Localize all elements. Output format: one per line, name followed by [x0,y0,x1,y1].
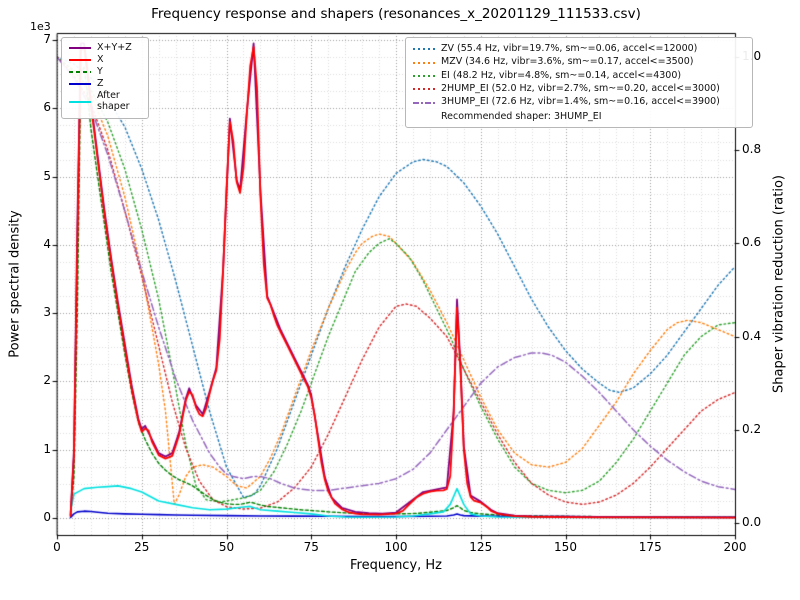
legend-entry-label: Z [97,77,104,89]
y-left-tick-label: 2 [43,373,51,388]
y-left-tick-label: 6 [43,100,51,115]
y-left-tick-label: 7 [43,32,51,46]
y-left-tick-label: 3 [43,305,51,320]
y-left-tick-label: 1 [43,441,51,456]
legend-line-sample-icon [69,47,91,50]
y-right-tick-label: 0.8 [742,142,762,157]
legend-entry-label: 2HUMP_EI (52.0 Hz, vibr=2.7%, sm~=0.20, … [441,83,720,95]
legend-entry-label: X+Y+Z [97,42,132,53]
x-tick-label: 100 [384,540,408,554]
x-tick-label: 50 [218,540,235,554]
legend-entry-label: Y [97,65,103,77]
y-axis-offset-text: 1e3 [30,20,51,33]
x-tick-label: 175 [638,540,662,554]
y-right-tick-label: 0.6 [742,235,762,250]
x-tick-label: 125 [469,540,493,554]
legend-entry: 2HUMP_EI (52.0 Hz, vibr=2.7%, sm~=0.20, … [413,83,745,95]
y-left-tick-label: 0 [43,510,51,524]
legend-line-sample-icon [69,71,91,74]
legend-entry: After shaper [69,89,141,113]
legend-entry-label: MZV (34.6 Hz, vibr=3.6%, sm~=0.17, accel… [441,56,694,68]
legend-line-sample-icon [69,83,91,86]
y-right-tick-label: 0.4 [742,328,762,343]
y-right-tick-label: 0.0 [742,515,762,529]
legend-line-sample-icon [413,88,435,91]
x-tick-label: 0 [53,540,61,554]
x-tick-label: 75 [303,540,319,554]
x-tick-label: 25 [134,540,150,554]
y-axis-label-left: Power spectral density [7,210,23,358]
y-right-tick-label: 0.2 [742,421,762,436]
y-axis-label-right: Shaper vibration reduction (ratio) [771,175,787,393]
legend-line-sample-icon [413,61,435,64]
legend-line-sample-icon [413,48,435,51]
legend-entry: Z [69,77,141,90]
legend-entry: MZV (34.6 Hz, vibr=3.6%, sm~=0.17, accel… [413,56,745,68]
legend-entry: X+Y+Z [69,42,141,54]
legend-psd: X+Y+Z X Y Z After shaper [61,37,149,119]
legend-entry: EI (48.2 Hz, vibr=4.8%, sm~=0.14, accel<… [413,70,745,82]
legend-entry-label: X [97,53,104,65]
x-tick-label: 150 [554,540,577,554]
legend-shapers: ZV (55.4 Hz, vibr=19.7%, sm~=0.06, accel… [405,37,753,129]
legend-entry: 3HUMP_EI (72.6 Hz, vibr=1.4%, sm~=0.16, … [413,96,745,108]
legend-entry-label: EI (48.2 Hz, vibr=4.8%, sm~=0.14, accel<… [441,69,682,81]
legend-entry: ZV (55.4 Hz, vibr=19.7%, sm~=0.06, accel… [413,43,745,55]
legend-entry: X [69,53,141,66]
x-axis-label: Frequency, Hz [349,558,443,573]
x-tick-label: 200 [723,540,747,554]
legend-line-sample-icon [413,74,435,77]
y-left-tick-label: 4 [43,236,51,251]
legend-entry-label: After shaper [97,89,130,112]
legend-entry-label: ZV (55.4 Hz, vibr=19.7%, sm~=0.06, accel… [441,43,698,54]
legend-entry-label: 3HUMP_EI (72.6 Hz, vibr=1.4%, sm~=0.16, … [441,96,720,108]
legend-line-sample-icon [69,59,91,62]
legend-line-sample-icon [413,101,435,104]
y-left-tick-label: 5 [43,168,51,183]
legend-entry: Y [69,65,141,78]
legend-line-sample-icon [69,100,91,103]
chart-title: Frequency response and shapers (resonanc… [151,6,641,22]
recommended-shaper-note: Recommended shaper: 3HUMP_EI [441,110,602,122]
